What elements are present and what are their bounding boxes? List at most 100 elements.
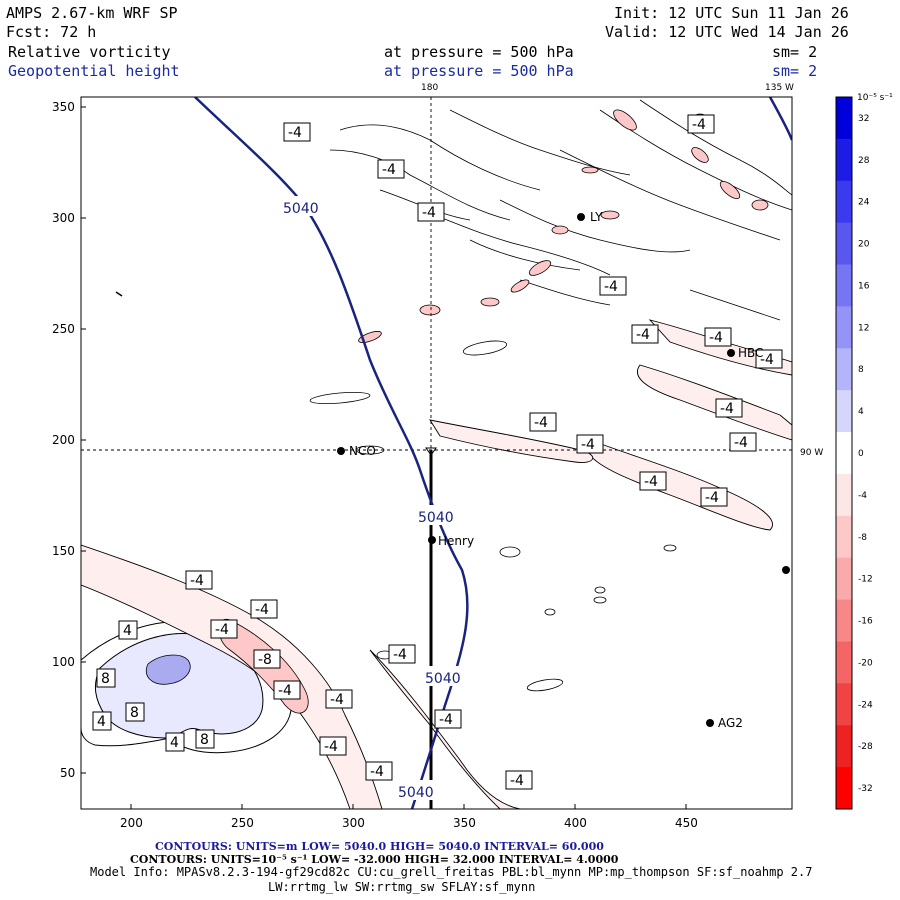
vort-label: -4 [325,689,353,709]
vort-label: -4 [185,570,213,590]
y-tick-label: 200 [52,433,75,447]
vort-label: -4 [250,599,278,619]
vort-label: -4 [715,398,743,418]
vorticity-labels: -4 -4 -4 -4 -4 -4 -4 -4 -4 -4 -4 -4 -4 -… [92,114,783,790]
colorbar-label: -20 [858,658,873,668]
x-tick-label: 250 [231,816,254,830]
svg-text:-4: -4 [255,602,269,618]
svg-text:AG2: AG2 [718,716,743,730]
colorbar-frame [835,96,853,810]
svg-text:-4: -4 [720,401,734,417]
svg-text:-4: -4 [709,330,723,346]
vort-label: -4 [377,159,405,179]
vort-label: -4 [417,202,445,222]
svg-text:-8: -8 [258,652,272,668]
svg-text:4: 4 [170,735,179,751]
map-plot-area: 5040 5040 5040 5040 -4 -4 -4 -4 -4 -4 -4… [81,97,792,809]
colorbar-swatch [836,767,852,810]
vort-label: -4 [729,432,757,452]
colorbar-label: 24 [858,198,870,208]
y-tick-label: 50 [60,766,75,780]
vort-label: -4 [639,471,667,491]
vort-label: 8 [195,729,215,749]
x-tick-label: 200 [120,816,143,830]
colorbar-label: 8 [858,365,864,375]
model-info-2: LW:rrtmg_lw SW:rrtmg_sw SFLAY:sf_mynn [268,880,536,894]
height-label-2: 5040 [418,510,454,526]
svg-text:-4: -4 [581,437,595,453]
colorbar-swatch [836,306,852,349]
x-tick-label: 350 [453,816,476,830]
init-time: Init: 12 UTC Sun 11 Jan 26 [614,4,849,22]
colorbar-label: -4 [858,491,867,501]
colorbar-label: 0 [858,449,864,459]
forecast-hour: Fcst: 72 h [6,23,97,41]
edge-station-marker [782,566,790,574]
svg-text:-4: -4 [288,125,302,141]
field2-pressure: at pressure = 500 hPa [384,62,574,80]
colorbar-label: 32 [858,114,869,124]
y-tick-label: 350 [52,100,75,114]
vort-label: -4 [365,761,393,781]
vort-label: -4 [599,276,627,296]
vort-label: -4 [434,709,462,729]
svg-text:-4: -4 [278,683,292,699]
station-hbc: HBC [727,346,763,360]
svg-text:8: 8 [101,671,110,687]
colorbar-swatch [836,683,852,726]
svg-text:-4: -4 [382,162,396,178]
vort-label: -4 [273,680,301,700]
colorbar-swatch [836,432,852,475]
y-tick-label: 150 [52,544,75,558]
y-axis [81,106,86,774]
svg-text:-4: -4 [510,773,524,789]
svg-text:-4: -4 [393,647,407,663]
scattered-contour-loops [309,340,677,692]
vort-label: -4 [755,349,783,369]
vort-label: -4 [704,327,732,347]
svg-text:Henry: Henry [438,534,474,548]
colorbar-swatch [836,348,852,391]
field1-smoothing: sm= 2 [772,43,818,61]
colorbar-swatch [836,599,852,642]
svg-text:-4: -4 [636,327,650,343]
svg-text:-4: -4 [644,474,658,490]
y-tick-label: 100 [52,655,75,669]
svg-text:-4: -4 [215,622,229,638]
lat-right-label: 90 W [800,448,823,458]
colorbar-swatch [836,97,852,140]
y-tick-label: 250 [52,322,75,336]
vort-label: 4 [165,732,185,752]
negative-vorticity-band-mid [369,649,521,809]
svg-text:8: 8 [200,732,209,748]
colorbar-swatch [836,390,852,433]
svg-text:-4: -4 [760,352,774,368]
colorbar-label: -28 [858,742,873,752]
negative-vorticity-band-east3 [429,419,593,463]
colorbar-label: -8 [858,533,867,543]
colorbar: 32 28 24 20 16 12 8 4 0 -4 -8 -12 -16 -20 -24 -28 -32 [835,96,873,810]
small-mark [115,291,123,297]
positive-vorticity-region-8 [145,654,191,685]
model-title: AMPS 2.67-km WRF SP [6,4,178,22]
vort-label: -8 [253,649,281,669]
station-ly: LY [577,210,603,224]
colorbar-label: -32 [858,784,873,794]
vort-label: -4 [283,122,311,142]
colorbar-swatch [836,180,852,224]
height-label-1: 5040 [283,201,319,217]
lon-right-label: 135 W [765,83,794,93]
field2-name: Geopotential height [8,62,180,80]
field1-pressure: at pressure = 500 hPa [384,43,574,61]
colorbar-swatch [836,641,852,684]
y-tick-label: 300 [52,211,75,225]
vort-label: 8 [125,702,145,722]
colorbar-swatch [836,557,852,601]
negative-vorticity-band-east2 [637,364,792,441]
svg-text:-4: -4 [705,490,719,506]
negative-vorticity-band-east1 [589,439,773,531]
svg-text:-4: -4 [324,739,338,755]
colorbar-swatch [836,725,852,768]
svg-text:4: 4 [97,714,106,730]
colorbar-label: 20 [858,240,870,250]
